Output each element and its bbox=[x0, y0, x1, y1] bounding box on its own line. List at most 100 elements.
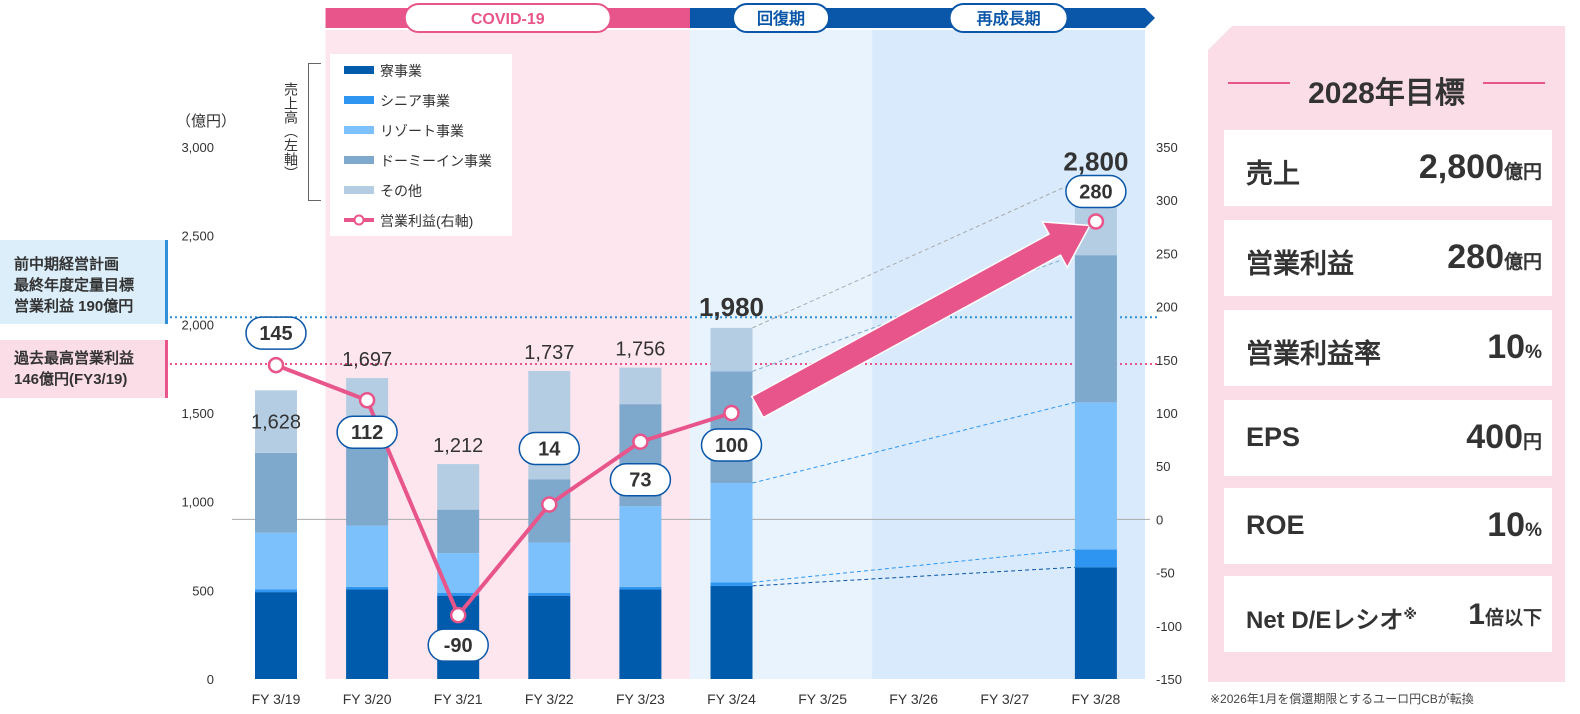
goal-number: 400 bbox=[1466, 418, 1523, 456]
bar-segment bbox=[528, 542, 571, 593]
bar-segment bbox=[1074, 402, 1117, 550]
goal-label: 売上 bbox=[1246, 159, 1300, 189]
goal-unit: 円 bbox=[1522, 432, 1542, 453]
bar-segment bbox=[710, 483, 753, 583]
legend-label: 営業利益(右軸) bbox=[380, 213, 474, 229]
sales-total-label: 1,980 bbox=[699, 292, 764, 322]
trend-connector bbox=[752, 401, 1076, 484]
goal-number: 1 bbox=[1468, 598, 1485, 631]
goal-unit: % bbox=[1525, 342, 1542, 363]
profit-label: 145 bbox=[259, 323, 292, 345]
growth-arrow-shape bbox=[750, 220, 1092, 419]
previous-plan-target-note: 前中期経営計画 最終年度定量目標 営業利益 190億円 bbox=[0, 240, 168, 324]
x-axis-tick: FY 3/26 bbox=[889, 691, 938, 707]
trend-connector bbox=[752, 182, 1076, 329]
note-line: 前中期経営計画 bbox=[14, 256, 120, 273]
legend-label: シニア事業 bbox=[380, 93, 450, 109]
goal-label: EPS bbox=[1246, 422, 1301, 452]
sales-total-label: 2,800 bbox=[1063, 146, 1128, 176]
bar-segment bbox=[437, 464, 480, 510]
bar-segment bbox=[1074, 549, 1117, 568]
legend-swatch bbox=[344, 96, 374, 104]
bar-segment bbox=[346, 586, 389, 590]
left-axis-tick: 1,000 bbox=[181, 495, 214, 510]
right-axis-tick: 350 bbox=[1156, 140, 1178, 155]
period-label: COVID-19 bbox=[471, 11, 545, 28]
bar-segment bbox=[437, 592, 480, 596]
legend-label: その他 bbox=[380, 183, 422, 199]
bar-segment bbox=[346, 589, 389, 679]
trend-connector bbox=[752, 566, 1075, 587]
right-axis-tick: 100 bbox=[1156, 406, 1178, 421]
sales-total-label: 1,697 bbox=[342, 349, 392, 371]
goal-number: 2,800 bbox=[1418, 148, 1504, 186]
goal-value: 1倍以下 bbox=[1468, 598, 1542, 632]
profit-label: 14 bbox=[538, 439, 561, 461]
legend-swatch bbox=[344, 186, 374, 194]
goal-row-roe: ROE 10% bbox=[1224, 488, 1552, 564]
goal-value: 2,800億円 bbox=[1419, 148, 1542, 187]
operating-profit-point bbox=[267, 356, 285, 374]
legend-line-marker bbox=[344, 214, 374, 226]
bar-segment bbox=[619, 589, 662, 679]
left-axis-unit: （億円） bbox=[176, 113, 237, 130]
goals-title-row: 2028年目標 bbox=[1208, 62, 1565, 110]
goal-value: 10% bbox=[1487, 506, 1542, 545]
note-line: 最終年度定量目標 bbox=[14, 277, 135, 294]
goal-row-eps: EPS 400円 bbox=[1224, 400, 1552, 476]
goal-label: Net D/Eレシオ※ bbox=[1246, 600, 1417, 635]
goal-unit: 倍以下 bbox=[1484, 608, 1542, 629]
legend-label: 寮事業 bbox=[380, 63, 422, 79]
left-axis-tick: 2,500 bbox=[181, 229, 214, 244]
bar-segment bbox=[710, 327, 753, 372]
left-axis-tick: 3,000 bbox=[181, 140, 214, 155]
right-axis-tick: -100 bbox=[1156, 619, 1182, 634]
record-profit-note: 過去最高営業利益 146億円(FY3/19) bbox=[0, 340, 168, 398]
x-axis-tick: FY 3/21 bbox=[434, 691, 483, 707]
goal-row-net-de-ratio: Net D/Eレシオ※ 1倍以下 bbox=[1224, 576, 1552, 652]
right-axis-tick: 200 bbox=[1156, 300, 1178, 315]
left-axis-tick: 500 bbox=[192, 583, 214, 598]
goals-panel: 2028年目標 売上 2,800億円 営業利益 280億円 営業利益率 10% … bbox=[1208, 26, 1565, 682]
note-line: 146億円(FY3/19) bbox=[14, 371, 128, 388]
goal-unit: 億円 bbox=[1503, 252, 1542, 273]
trend-connector bbox=[752, 549, 1075, 583]
goal-label: 営業利益率 bbox=[1246, 339, 1381, 369]
title-rule-left bbox=[1228, 82, 1290, 84]
x-axis-tick: FY 3/25 bbox=[798, 691, 847, 707]
operating-profit-point bbox=[449, 606, 467, 624]
x-axis-tick: FY 3/22 bbox=[525, 691, 574, 707]
bar-segment bbox=[437, 509, 480, 554]
goal-number: 10 bbox=[1487, 506, 1526, 544]
x-axis-tick: FY 3/28 bbox=[1072, 691, 1121, 707]
right-axis-tick: 300 bbox=[1156, 193, 1178, 208]
profit-label-pill bbox=[427, 628, 489, 662]
bar-segment bbox=[1074, 567, 1117, 679]
goal-row-operating-profit: 営業利益 280億円 bbox=[1224, 220, 1552, 296]
growth-arrow bbox=[750, 220, 1092, 419]
profit-label-pill bbox=[245, 316, 307, 350]
sales-total-label: 1,756 bbox=[615, 339, 665, 361]
bar-segment bbox=[255, 589, 297, 593]
bar-segment bbox=[1074, 255, 1117, 403]
bar-segment bbox=[710, 371, 753, 484]
bar-segment bbox=[710, 585, 753, 679]
goal-value: 400円 bbox=[1466, 418, 1542, 457]
profit-label-pill bbox=[609, 462, 672, 497]
operating-profit-point bbox=[632, 433, 649, 450]
goal-value: 280億円 bbox=[1447, 238, 1542, 277]
chart-legend: 寮事業 シニア事業 リゾート事業 ドーミーイン事業 その他 営業利益(右軸) bbox=[330, 54, 512, 236]
operating-profit-point bbox=[541, 496, 558, 513]
goals-title: 2028年目標 bbox=[1308, 77, 1465, 110]
x-axis-tick: FY 3/24 bbox=[707, 691, 756, 707]
operating-profit-point bbox=[1087, 213, 1105, 230]
right-axis-tick: 250 bbox=[1156, 246, 1178, 261]
period-pill bbox=[948, 3, 1069, 33]
profit-label-pill bbox=[1065, 174, 1127, 209]
right-axis-tick: -150 bbox=[1156, 672, 1182, 687]
operating-profit-point bbox=[723, 404, 740, 422]
legend-label: ドーミーイン事業 bbox=[380, 153, 492, 169]
right-axis-tick: 0 bbox=[1156, 512, 1163, 527]
sales-total-label: 1,212 bbox=[433, 435, 483, 457]
note-line: 営業利益 190億円 bbox=[14, 298, 134, 315]
